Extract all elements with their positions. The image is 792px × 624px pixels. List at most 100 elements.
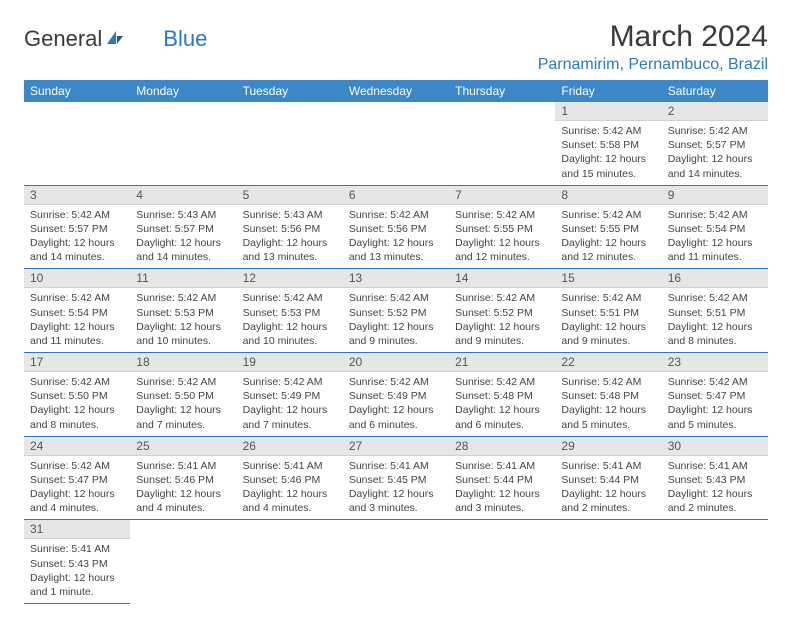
day-number: 15 xyxy=(555,269,661,288)
day-number: 1 xyxy=(555,102,661,121)
weekday-header: Thursday xyxy=(449,80,555,102)
sunrise-text: Sunrise: 5:42 AM xyxy=(455,291,549,305)
day-number: 2 xyxy=(662,102,768,121)
sunset-text: Sunset: 5:47 PM xyxy=(30,473,124,487)
calendar-day-cell: 22Sunrise: 5:42 AMSunset: 5:48 PMDayligh… xyxy=(555,353,661,437)
sunrise-text: Sunrise: 5:42 AM xyxy=(455,375,549,389)
calendar-week-row: 3Sunrise: 5:42 AMSunset: 5:57 PMDaylight… xyxy=(24,185,768,269)
day-details: Sunrise: 5:42 AMSunset: 5:54 PMDaylight:… xyxy=(24,288,130,352)
calendar-day-cell: 16Sunrise: 5:42 AMSunset: 5:51 PMDayligh… xyxy=(662,269,768,353)
weekday-header: Wednesday xyxy=(343,80,449,102)
day-number: 4 xyxy=(130,186,236,205)
weekday-header-row: Sunday Monday Tuesday Wednesday Thursday… xyxy=(24,80,768,102)
day-details: Sunrise: 5:42 AMSunset: 5:47 PMDaylight:… xyxy=(24,456,130,520)
sunrise-text: Sunrise: 5:42 AM xyxy=(455,208,549,222)
calendar-day-cell: 31Sunrise: 5:41 AMSunset: 5:43 PMDayligh… xyxy=(24,520,130,604)
sunset-text: Sunset: 5:56 PM xyxy=(243,222,337,236)
daylight-text: Daylight: 12 hours and 14 minutes. xyxy=(30,236,124,264)
day-details: Sunrise: 5:41 AMSunset: 5:43 PMDaylight:… xyxy=(24,539,130,603)
day-number: 19 xyxy=(237,353,343,372)
daylight-text: Daylight: 12 hours and 12 minutes. xyxy=(455,236,549,264)
daylight-text: Daylight: 12 hours and 10 minutes. xyxy=(243,320,337,348)
day-number: 24 xyxy=(24,437,130,456)
sunset-text: Sunset: 5:53 PM xyxy=(136,306,230,320)
day-number: 9 xyxy=(662,186,768,205)
sunrise-text: Sunrise: 5:42 AM xyxy=(668,291,762,305)
sunrise-text: Sunrise: 5:43 AM xyxy=(136,208,230,222)
day-details: Sunrise: 5:42 AMSunset: 5:52 PMDaylight:… xyxy=(343,288,449,352)
sunrise-text: Sunrise: 5:42 AM xyxy=(561,375,655,389)
title-block: March 2024 Parnamirim, Pernambuco, Brazi… xyxy=(538,20,768,74)
day-number: 31 xyxy=(24,520,130,539)
day-details: Sunrise: 5:42 AMSunset: 5:55 PMDaylight:… xyxy=(449,205,555,269)
calendar-day-cell: 27Sunrise: 5:41 AMSunset: 5:45 PMDayligh… xyxy=(343,436,449,520)
sunset-text: Sunset: 5:44 PM xyxy=(561,473,655,487)
calendar-page: General Blue March 2024 Parnamirim, Pern… xyxy=(0,0,792,624)
calendar-day-cell: 5Sunrise: 5:43 AMSunset: 5:56 PMDaylight… xyxy=(237,185,343,269)
daylight-text: Daylight: 12 hours and 6 minutes. xyxy=(349,403,443,431)
sunrise-text: Sunrise: 5:42 AM xyxy=(561,124,655,138)
calendar-day-cell: . xyxy=(237,520,343,604)
sunrise-text: Sunrise: 5:41 AM xyxy=(243,459,337,473)
sunset-text: Sunset: 5:58 PM xyxy=(561,138,655,152)
daylight-text: Daylight: 12 hours and 3 minutes. xyxy=(455,487,549,515)
daylight-text: Daylight: 12 hours and 11 minutes. xyxy=(668,236,762,264)
day-details: Sunrise: 5:42 AMSunset: 5:57 PMDaylight:… xyxy=(24,205,130,269)
sunrise-text: Sunrise: 5:41 AM xyxy=(30,542,124,556)
day-number: 5 xyxy=(237,186,343,205)
logo: General Blue xyxy=(24,26,207,52)
daylight-text: Daylight: 12 hours and 9 minutes. xyxy=(561,320,655,348)
calendar-week-row: 10Sunrise: 5:42 AMSunset: 5:54 PMDayligh… xyxy=(24,269,768,353)
location-label: Parnamirim, Pernambuco, Brazil xyxy=(538,56,768,74)
calendar-day-cell: 7Sunrise: 5:42 AMSunset: 5:55 PMDaylight… xyxy=(449,185,555,269)
sunset-text: Sunset: 5:53 PM xyxy=(243,306,337,320)
sunrise-text: Sunrise: 5:41 AM xyxy=(455,459,549,473)
day-number: 10 xyxy=(24,269,130,288)
calendar-day-cell: . xyxy=(449,520,555,604)
sunrise-text: Sunrise: 5:42 AM xyxy=(30,375,124,389)
daylight-text: Daylight: 12 hours and 4 minutes. xyxy=(136,487,230,515)
day-details: Sunrise: 5:42 AMSunset: 5:54 PMDaylight:… xyxy=(662,205,768,269)
sunset-text: Sunset: 5:54 PM xyxy=(30,306,124,320)
day-details: Sunrise: 5:41 AMSunset: 5:46 PMDaylight:… xyxy=(130,456,236,520)
sunset-text: Sunset: 5:49 PM xyxy=(243,389,337,403)
calendar-day-cell: 23Sunrise: 5:42 AMSunset: 5:47 PMDayligh… xyxy=(662,353,768,437)
calendar-day-cell: . xyxy=(662,520,768,604)
sunset-text: Sunset: 5:55 PM xyxy=(561,222,655,236)
day-details: Sunrise: 5:42 AMSunset: 5:51 PMDaylight:… xyxy=(555,288,661,352)
calendar-day-cell: . xyxy=(449,102,555,185)
day-number: 11 xyxy=(130,269,236,288)
sunset-text: Sunset: 5:57 PM xyxy=(136,222,230,236)
calendar-day-cell: 25Sunrise: 5:41 AMSunset: 5:46 PMDayligh… xyxy=(130,436,236,520)
calendar-body: .....1Sunrise: 5:42 AMSunset: 5:58 PMDay… xyxy=(24,102,768,604)
daylight-text: Daylight: 12 hours and 14 minutes. xyxy=(136,236,230,264)
daylight-text: Daylight: 12 hours and 9 minutes. xyxy=(455,320,549,348)
sunrise-text: Sunrise: 5:42 AM xyxy=(349,208,443,222)
logo-text-1: General xyxy=(24,26,102,52)
day-details: Sunrise: 5:41 AMSunset: 5:45 PMDaylight:… xyxy=(343,456,449,520)
day-details: Sunrise: 5:42 AMSunset: 5:58 PMDaylight:… xyxy=(555,121,661,185)
sunset-text: Sunset: 5:43 PM xyxy=(30,557,124,571)
calendar-day-cell: 12Sunrise: 5:42 AMSunset: 5:53 PMDayligh… xyxy=(237,269,343,353)
calendar-table: Sunday Monday Tuesday Wednesday Thursday… xyxy=(24,80,768,604)
daylight-text: Daylight: 12 hours and 2 minutes. xyxy=(561,487,655,515)
day-details: Sunrise: 5:42 AMSunset: 5:56 PMDaylight:… xyxy=(343,205,449,269)
sunrise-text: Sunrise: 5:42 AM xyxy=(136,375,230,389)
calendar-day-cell: 19Sunrise: 5:42 AMSunset: 5:49 PMDayligh… xyxy=(237,353,343,437)
day-details: Sunrise: 5:42 AMSunset: 5:50 PMDaylight:… xyxy=(24,372,130,436)
sunrise-text: Sunrise: 5:42 AM xyxy=(30,291,124,305)
sunrise-text: Sunrise: 5:42 AM xyxy=(668,208,762,222)
day-number: 27 xyxy=(343,437,449,456)
daylight-text: Daylight: 12 hours and 9 minutes. xyxy=(349,320,443,348)
daylight-text: Daylight: 12 hours and 4 minutes. xyxy=(243,487,337,515)
sunrise-text: Sunrise: 5:42 AM xyxy=(561,291,655,305)
sunset-text: Sunset: 5:55 PM xyxy=(455,222,549,236)
calendar-day-cell: 24Sunrise: 5:42 AMSunset: 5:47 PMDayligh… xyxy=(24,436,130,520)
day-number: 30 xyxy=(662,437,768,456)
sail-icon xyxy=(105,26,125,52)
sunrise-text: Sunrise: 5:42 AM xyxy=(668,375,762,389)
page-header: General Blue March 2024 Parnamirim, Pern… xyxy=(24,20,768,74)
daylight-text: Daylight: 12 hours and 6 minutes. xyxy=(455,403,549,431)
sunrise-text: Sunrise: 5:41 AM xyxy=(136,459,230,473)
sunset-text: Sunset: 5:57 PM xyxy=(668,138,762,152)
